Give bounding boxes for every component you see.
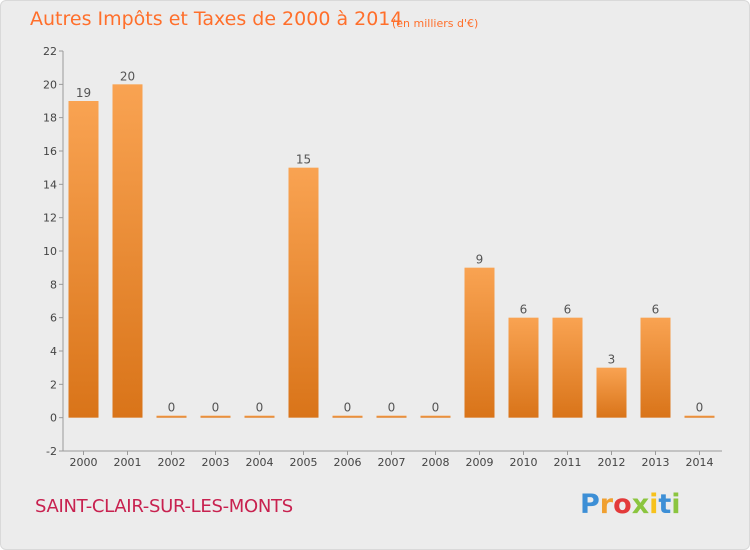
- bar: [553, 318, 583, 418]
- data-label: 0: [168, 401, 176, 415]
- data-label: 0: [256, 401, 264, 415]
- x-tick-label: 2005: [290, 456, 318, 469]
- bar-chart: -2 0 2 4 6 8 10 12 14 16 18 20 22 2000 19 2001 20 2002 0 2…: [1, 1, 749, 549]
- y-tick-label: 6: [50, 312, 57, 325]
- data-label: 0: [344, 401, 352, 415]
- x-tick-label: 2012: [598, 456, 626, 469]
- logo-letter: P: [580, 489, 600, 520]
- bar: [597, 368, 627, 418]
- bar: [245, 416, 275, 418]
- logo-letter: t: [658, 489, 671, 520]
- bar: [157, 416, 187, 418]
- logo-letter: i: [671, 489, 680, 520]
- y-tick-label: 8: [50, 278, 57, 291]
- data-label: 0: [432, 401, 440, 415]
- logo-letter: x: [632, 489, 649, 520]
- logo-letter: o: [613, 489, 632, 520]
- bar: [421, 416, 451, 418]
- logo-letter: i: [649, 489, 658, 520]
- data-label: 6: [652, 303, 660, 317]
- chart-frame: Autres Impôts et Taxes de 2000 à 2014 (e…: [0, 0, 750, 550]
- x-tick-label: 2008: [422, 456, 450, 469]
- y-tick-label: 14: [43, 178, 57, 191]
- data-label: 0: [212, 401, 220, 415]
- bar: [289, 168, 319, 418]
- x-tick-label: 2002: [158, 456, 186, 469]
- bar: [201, 416, 231, 418]
- bar: [465, 268, 495, 418]
- x-tick-label: 2003: [202, 456, 230, 469]
- y-tick-label: 0: [50, 412, 57, 425]
- y-tick-label: 12: [43, 212, 57, 225]
- data-label: 19: [76, 86, 91, 100]
- x-tick-label: 2009: [466, 456, 494, 469]
- data-label: 0: [696, 401, 704, 415]
- y-tick-label: -2: [46, 445, 57, 458]
- y-tick-label: 2: [50, 378, 57, 391]
- x-tick-label: 2011: [554, 456, 582, 469]
- y-tick-label: 4: [50, 345, 57, 358]
- bar: [641, 318, 671, 418]
- data-label: 3: [608, 353, 616, 367]
- commune-name: SAINT-CLAIR-SUR-LES-MONTS: [35, 496, 293, 517]
- proxiti-logo: Proxiti: [580, 489, 681, 520]
- x-tick-label: 2013: [642, 456, 670, 469]
- data-label: 6: [520, 303, 528, 317]
- y-tick-label: 10: [43, 245, 57, 258]
- bar: [685, 416, 715, 418]
- bar: [509, 318, 539, 418]
- x-tick-label: 2001: [114, 456, 142, 469]
- y-tick-label: 16: [43, 145, 57, 158]
- data-label: 15: [296, 153, 311, 167]
- x-tick-label: 2007: [378, 456, 406, 469]
- x-tick-label: 2004: [246, 456, 274, 469]
- data-label: 6: [564, 303, 572, 317]
- bar: [69, 101, 99, 418]
- y-tick-label: 22: [43, 45, 57, 58]
- data-label: 0: [388, 401, 396, 415]
- data-label: 9: [476, 253, 484, 267]
- y-tick-label: 20: [43, 78, 57, 91]
- bar: [333, 416, 363, 418]
- bar: [113, 84, 143, 417]
- bar: [377, 416, 407, 418]
- x-tick-label: 2010: [510, 456, 538, 469]
- x-tick-label: 2006: [334, 456, 362, 469]
- x-tick-label: 2000: [70, 456, 98, 469]
- data-label: 20: [120, 69, 135, 83]
- y-tick-label: 18: [43, 112, 57, 125]
- x-tick-label: 2014: [686, 456, 714, 469]
- logo-letter: r: [600, 489, 613, 520]
